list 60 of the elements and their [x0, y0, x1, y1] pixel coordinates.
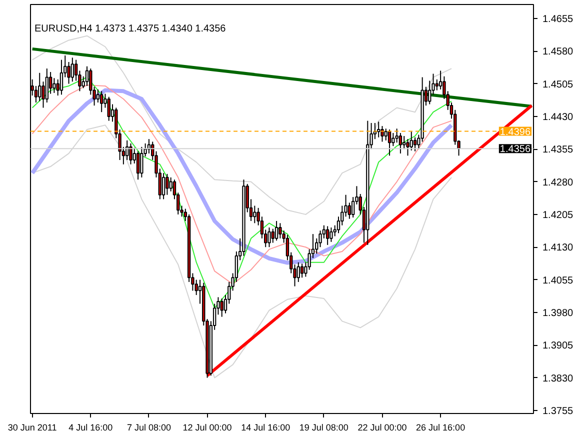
candlestick [315, 238, 318, 254]
y-tick-label: 1.4205 [542, 210, 574, 221]
candlestick [406, 138, 410, 156]
candlestick [136, 150, 140, 180]
candlestick [107, 96, 110, 122]
y-tick-label: 1.3830 [542, 373, 574, 384]
candlestick [52, 78, 56, 94]
y-tick-label: 1.4130 [542, 242, 574, 254]
candlestick [38, 72, 42, 102]
candlestick [60, 59, 64, 96]
candlestick [380, 126, 384, 142]
candlestick [398, 132, 402, 154]
candlestick [268, 227, 271, 248]
candlestick [70, 57, 74, 82]
ref-line-label: 1.4356 [500, 144, 531, 156]
candlestick [169, 176, 172, 192]
y-tick-label: 1.4580 [542, 46, 574, 58]
x-tick-label: 7 Jul 08:00 [126, 422, 171, 432]
y-tick-label: 1.4505 [542, 79, 574, 90]
candlestick [330, 227, 333, 242]
y-tick-label: 1.4430 [542, 112, 574, 123]
candlestick [162, 172, 166, 200]
x-tick-label: 12 Jul 00:00 [182, 422, 232, 432]
candlestick [96, 88, 100, 104]
candlestick [220, 298, 224, 318]
y-tick-label: 1.4655 [542, 14, 574, 25]
y-tick-label: 1.3755 [542, 406, 574, 417]
y-tick-label: 1.4355 [542, 144, 574, 156]
text: EURUSD,H4 1.4373 1.4375 1.4340 1.4356 [34, 24, 226, 34]
x-tick-label: 30 Jun 2011 [8, 422, 57, 432]
candlestick [392, 132, 395, 147]
candlestick [435, 78, 439, 91]
candlestick [253, 205, 256, 224]
candlestick [166, 173, 169, 196]
candlestick [326, 226, 330, 246]
candlestick [89, 68, 92, 96]
y-tick-label: 1.4055 [542, 275, 574, 286]
candlestick [271, 228, 274, 244]
candlestick [300, 263, 304, 278]
candlestick [428, 80, 432, 105]
y-tick-label: 1.4280 [542, 177, 574, 188]
y-tick-label: 1.3980 [542, 308, 574, 319]
candlestick [45, 68, 48, 104]
y-tick-label: 1.3905 [542, 340, 574, 352]
x-tick-label: 19 Jul 08:00 [299, 422, 348, 432]
candlestick [140, 146, 144, 178]
candlestick [274, 220, 278, 242]
x-tick-label: 4 Jul 16:00 [68, 422, 113, 432]
ref-line-label: 1.4396 [500, 126, 531, 138]
candlestick [278, 222, 282, 239]
x-tick-label: 26 Jul 16:00 [416, 422, 466, 432]
candlestick [402, 136, 406, 150]
candlestick [413, 136, 417, 152]
candlestick [129, 142, 132, 165]
candlestick [296, 262, 300, 282]
x-tick-label: 22 Jul 00:00 [358, 422, 407, 432]
x-tick-label: 14 Jul 16:00 [241, 422, 290, 432]
candlestick [384, 128, 388, 141]
candlestick [395, 128, 398, 144]
candlestick [100, 90, 104, 113]
